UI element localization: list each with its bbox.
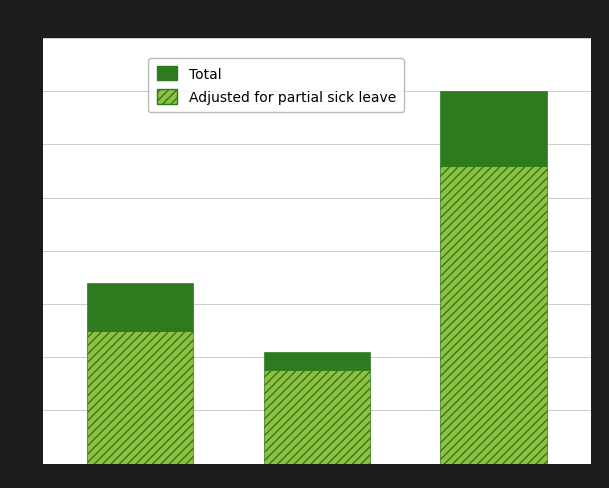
- Bar: [440, 166, 546, 464]
- Legend: Total, Adjusted for partial sick leave: Total, Adjusted for partial sick leave: [148, 59, 404, 113]
- Bar: [264, 371, 370, 464]
- Bar: [87, 283, 193, 331]
- Bar: [264, 352, 370, 371]
- Bar: [440, 92, 546, 166]
- Bar: [87, 331, 193, 464]
